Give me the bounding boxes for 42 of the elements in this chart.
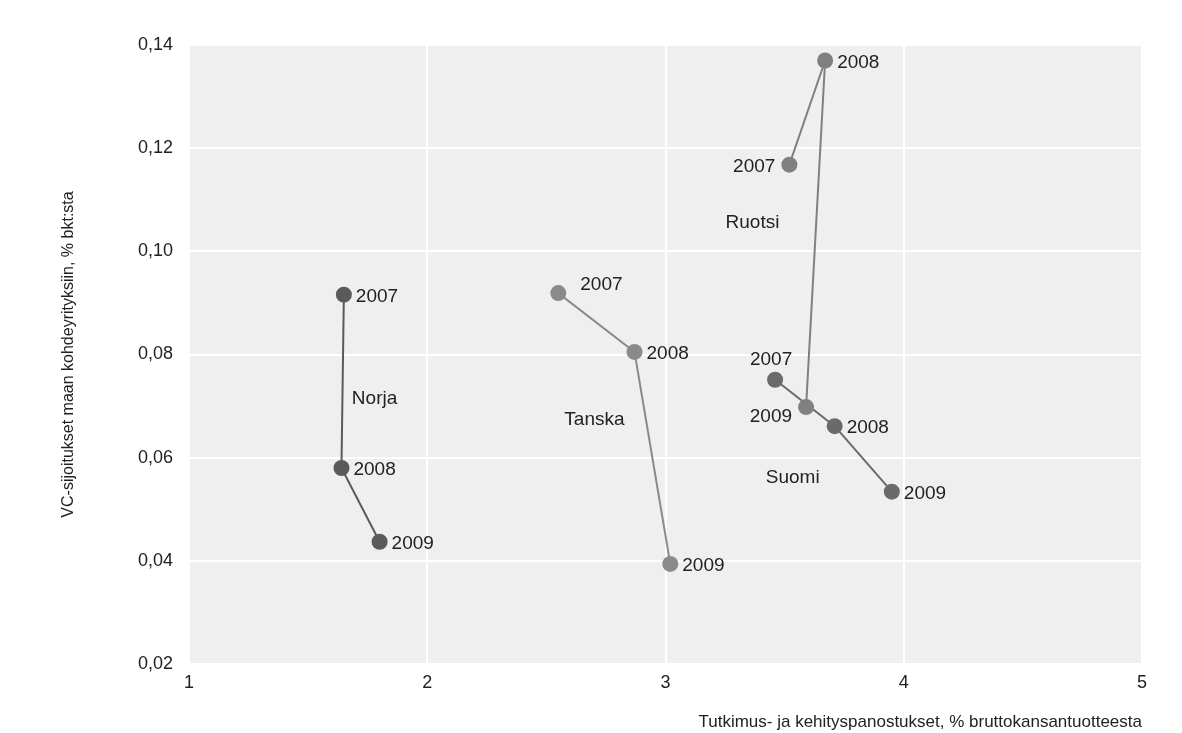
y-tick-label: 0,10 bbox=[137, 240, 173, 261]
annotation: 2008 bbox=[646, 342, 689, 364]
point bbox=[767, 371, 784, 388]
y-tick-label: 0,14 bbox=[137, 33, 173, 54]
annotation: 2007 bbox=[749, 348, 793, 370]
point bbox=[883, 483, 900, 500]
annotation: 2009 bbox=[903, 481, 947, 503]
point bbox=[781, 156, 798, 173]
y-tick-label: 0,06 bbox=[137, 446, 173, 467]
annotation: 2007 bbox=[355, 284, 399, 306]
y-tick-label: 0,12 bbox=[137, 137, 173, 158]
x-tick-label: 1 bbox=[183, 671, 195, 692]
annotation: 2007 bbox=[733, 154, 776, 176]
x-tick-label: 4 bbox=[898, 671, 909, 692]
point bbox=[626, 343, 643, 360]
annotation: 2009 bbox=[391, 531, 434, 553]
point bbox=[662, 555, 679, 572]
annotation: 2009 bbox=[749, 405, 793, 427]
x-tick-label: 3 bbox=[660, 671, 671, 692]
point bbox=[817, 52, 834, 69]
series-label: Tanska bbox=[564, 408, 625, 430]
point bbox=[335, 286, 352, 303]
series-label: Norja bbox=[351, 386, 398, 408]
point bbox=[798, 399, 815, 416]
point bbox=[550, 285, 567, 302]
y-tick-label: 0,08 bbox=[137, 343, 173, 364]
y-tick-label: 0,02 bbox=[137, 652, 173, 673]
series-label: Suomi bbox=[765, 466, 820, 488]
point bbox=[333, 459, 350, 476]
annotation: 2008 bbox=[837, 50, 880, 72]
x-tick-label: 2 bbox=[422, 671, 433, 692]
series-label: Ruotsi bbox=[725, 210, 780, 232]
point bbox=[826, 418, 843, 435]
annotation: 2008 bbox=[846, 416, 889, 438]
annotation: 2008 bbox=[353, 458, 396, 480]
y-tick-label: 0,04 bbox=[137, 549, 173, 570]
annotation: 2009 bbox=[682, 554, 725, 576]
annotation: 2007 bbox=[580, 273, 623, 295]
y-axis-title: VC-sijoitukset maan kohdeyrityksiin, % bkt:sta bbox=[59, 191, 77, 518]
x-axis-title: Tutkimus- ja kehityspanostukset, % bruttokansantuotteesta bbox=[698, 712, 1143, 732]
point bbox=[371, 533, 388, 550]
x-tick-label: 5 bbox=[1136, 671, 1148, 692]
